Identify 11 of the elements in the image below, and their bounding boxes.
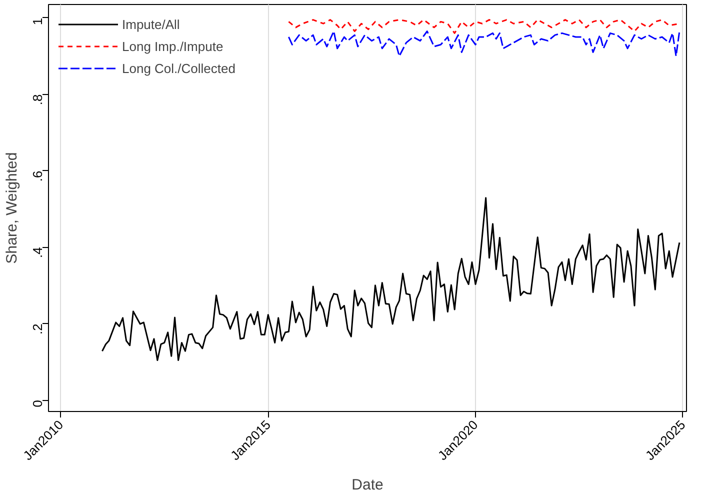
y-axis-title: Share, Weighted	[4, 152, 20, 264]
y-tick-label: .2	[30, 324, 45, 334]
y-tick-label: .6	[30, 170, 45, 182]
y-tick-label: 1	[30, 18, 45, 26]
x-axis-title: Date	[352, 476, 384, 494]
y-tick-label: .4	[30, 247, 45, 258]
legend-label: Impute/All	[122, 16, 180, 32]
legend-label: Long Imp./Impute	[122, 38, 224, 54]
y-tick-label: .8	[30, 94, 45, 106]
legend-label: Long Col./Collected	[122, 60, 236, 76]
y-tick-label: 0	[30, 400, 45, 408]
